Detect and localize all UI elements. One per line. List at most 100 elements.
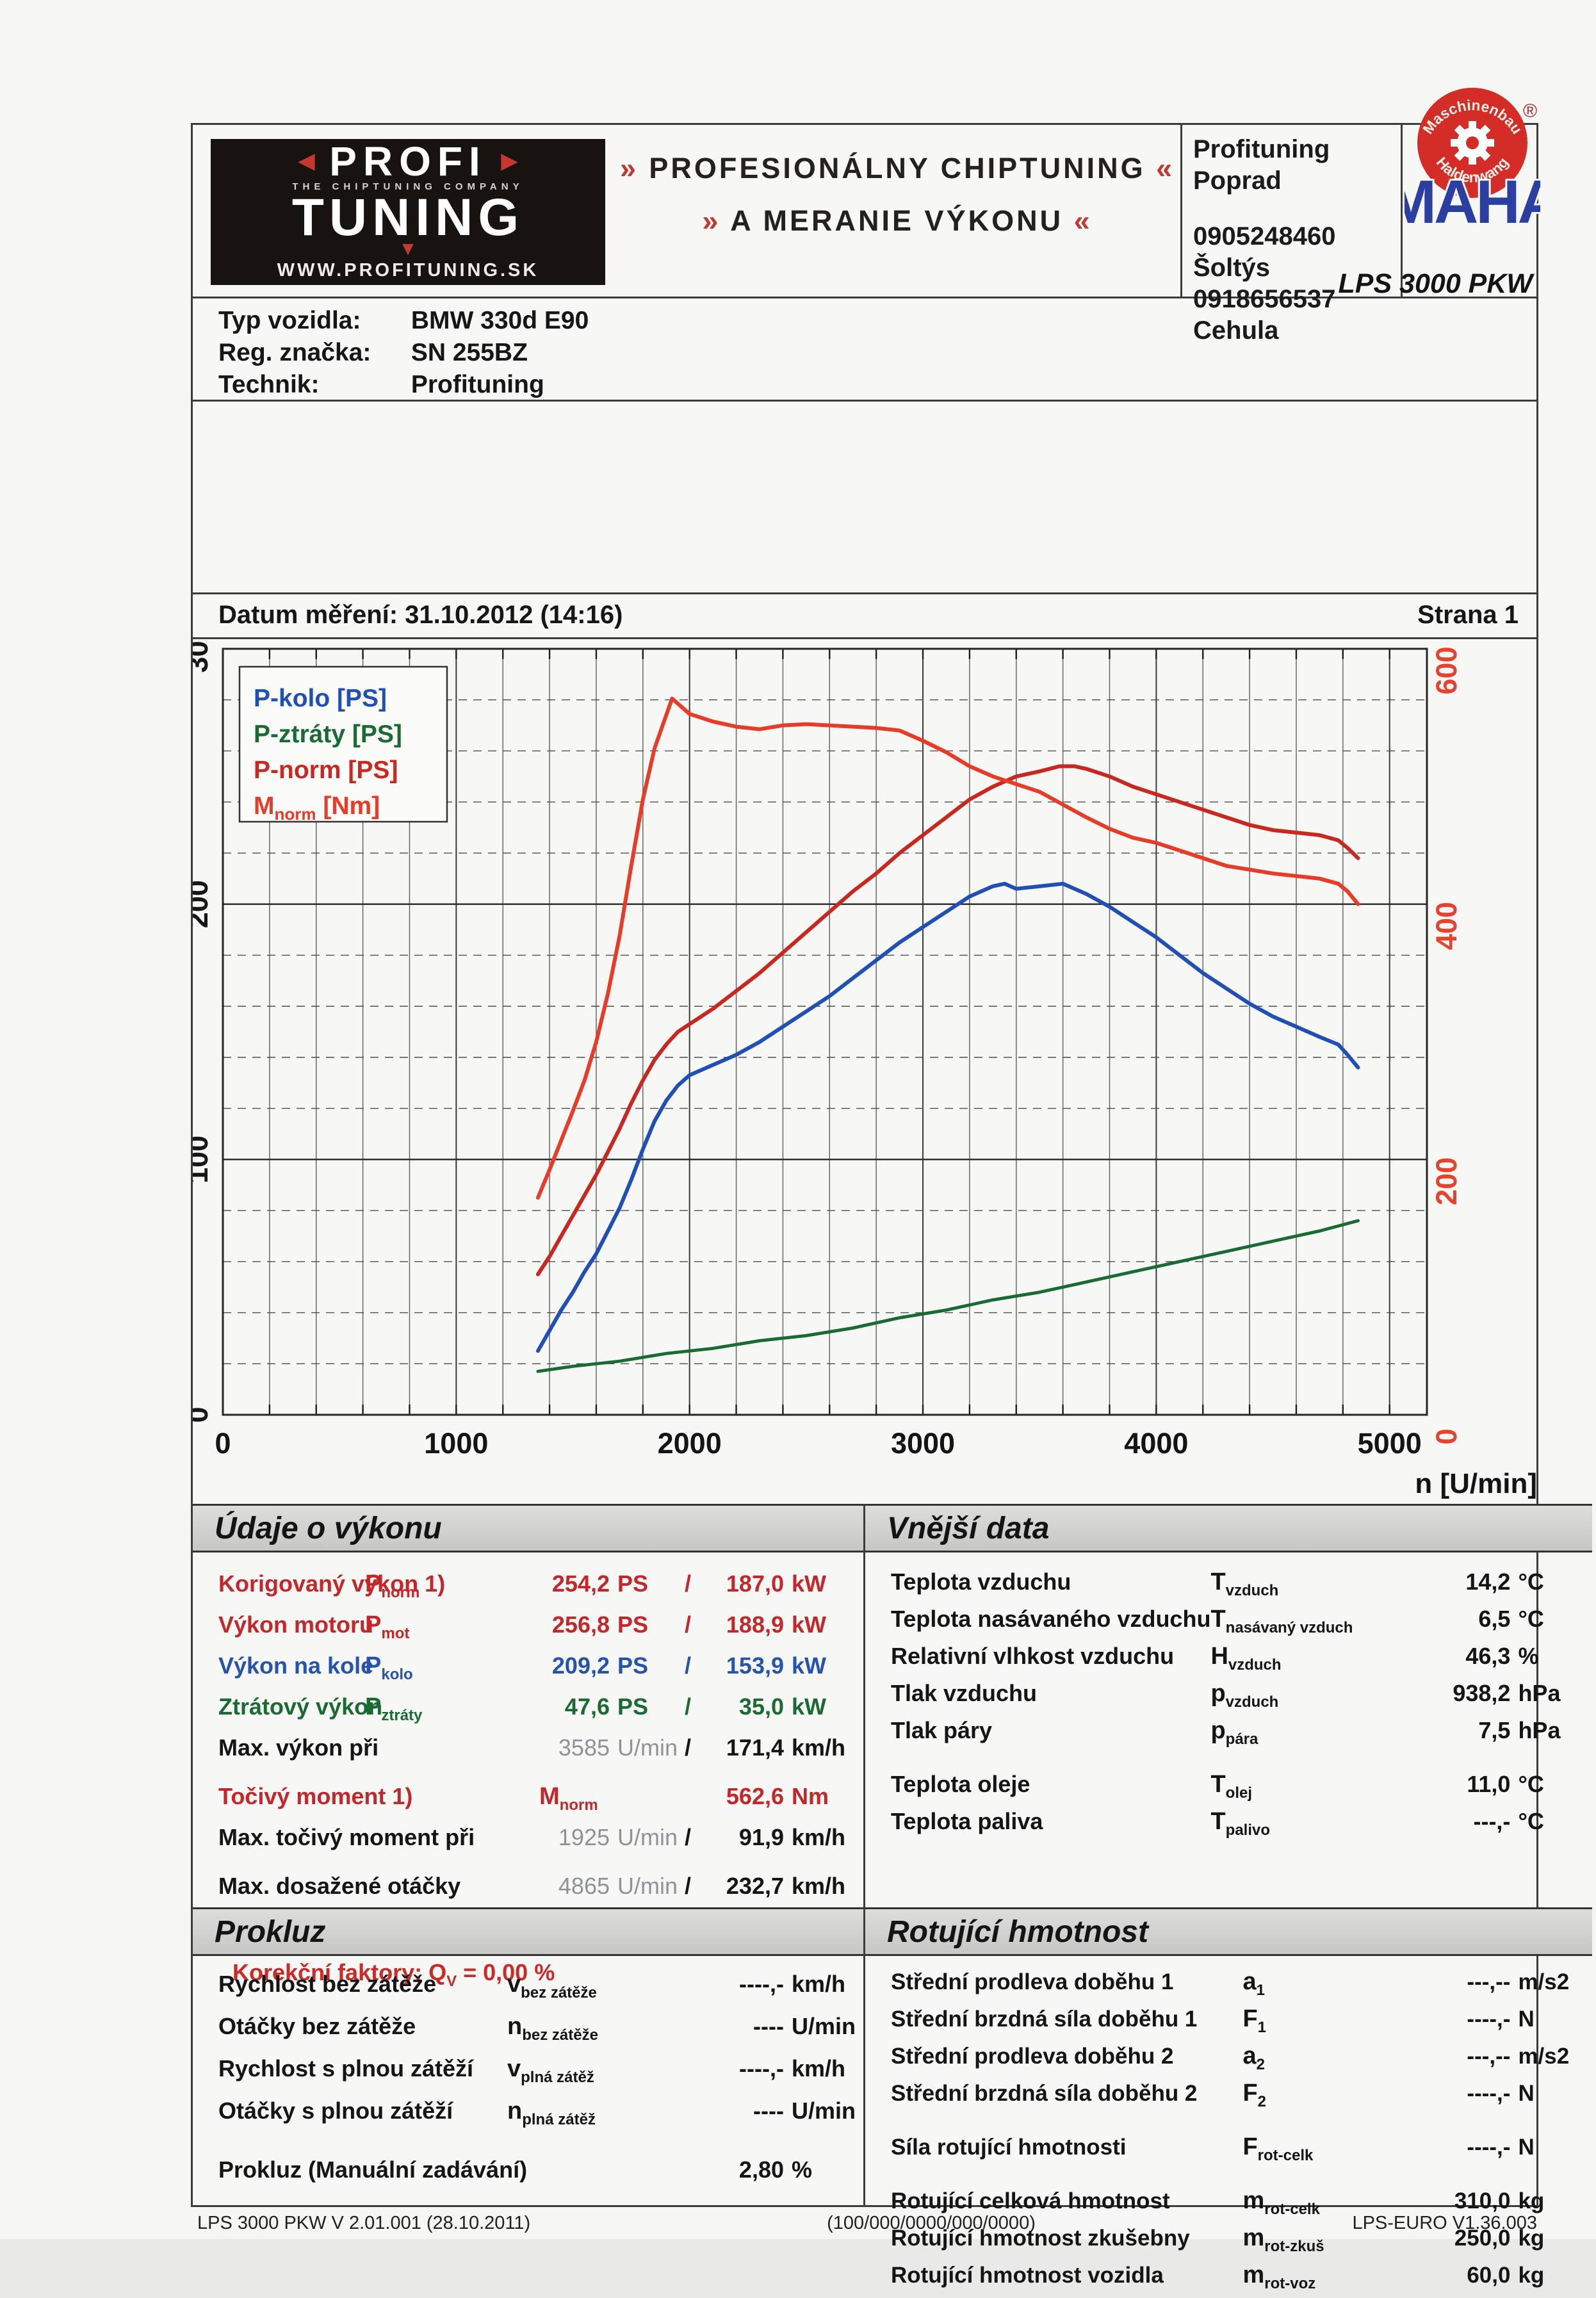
value-cell: 254,2 xyxy=(551,1570,610,1597)
row-symbol: Hvzduch xyxy=(1210,1643,1282,1674)
svg-text:1000: 1000 xyxy=(424,1427,488,1460)
logo-profi-text: PROFI xyxy=(329,138,487,184)
page-number: Strana 1 xyxy=(1417,601,1519,629)
row-values: 11,0 °C xyxy=(1403,1770,1579,1798)
value-cell: N xyxy=(1518,2135,1535,2160)
contact-name: Profituning Poprad xyxy=(1193,135,1330,195)
value-cell: / xyxy=(684,1873,691,1899)
svg-text:0: 0 xyxy=(215,1427,231,1460)
value-cell: % xyxy=(792,2156,813,2183)
results-tables: Údaje o výkonu Korigovaný výkon 1) Pnorm… xyxy=(193,1504,1593,2292)
value-cell: U/min xyxy=(792,2013,856,2039)
value-cell: km/h xyxy=(792,1971,846,1997)
row-label: Korigovaný výkon 1) xyxy=(218,1570,446,1597)
svg-text:P-norm [PS]: P-norm [PS] xyxy=(254,756,398,784)
value-cell: kW xyxy=(792,1693,826,1720)
row-values: 2,80% xyxy=(699,2153,851,2187)
row-label: Rotující hmotnost vozidla xyxy=(891,2263,1164,2288)
table-row: Otáčky bez zátěže nbez zátěže ---- U/min xyxy=(218,2010,856,2052)
value-cell: hPa xyxy=(1518,1717,1561,1743)
table-row: Střední brzdná síla doběhu 2 F2 ----,- N xyxy=(891,2079,1579,2116)
svg-text:200: 200 xyxy=(193,880,214,928)
row-label: Střední prodleva doběhu 1 xyxy=(891,1969,1174,1994)
row-label: Ztrátový výkon xyxy=(218,1693,383,1720)
row-symbol: vplná zátěž xyxy=(507,2055,594,2086)
row-values: 1925 U/min/ 91,9 km/h xyxy=(525,1821,851,1854)
double-chevron-open-icon: » xyxy=(702,204,721,237)
value-cell: / xyxy=(684,1611,691,1638)
correction-note-2: Korekční faktory: QV = 0,00 % xyxy=(232,1959,555,1990)
row-symbol: Tolej xyxy=(1210,1771,1252,1802)
svg-text:3000: 3000 xyxy=(891,1427,955,1460)
row-label: Tlak vzduchu xyxy=(891,1680,1038,1706)
table-row: Síla rotující hmotnosti Frot-celk ----,-… xyxy=(891,2133,1579,2170)
left-arrow-icon: ◄ xyxy=(292,145,321,177)
row-label: Síla rotující hmotnosti xyxy=(891,2135,1127,2160)
table-row: Max. výkon při 3585 U/min/ 171,4 km/h xyxy=(218,1732,851,1764)
row-symbol: F2 xyxy=(1242,2080,1267,2110)
row-values: ---- U/min xyxy=(699,2094,856,2128)
value-cell: N xyxy=(1518,2007,1535,2032)
value-cell: 3585 xyxy=(558,1734,610,1761)
row-symbol: vbez zátěže xyxy=(507,1971,597,2001)
svg-text:600: 600 xyxy=(1430,646,1463,694)
svg-text:4000: 4000 xyxy=(1124,1427,1188,1460)
contact-block: Profituning Poprad 0905248460 Šoltýs 091… xyxy=(1193,134,1398,346)
measurement-date: Datum měření: 31.10.2012 (14:16) xyxy=(218,601,623,629)
row-values: 254,2 PS / 187,0 kW xyxy=(525,1568,851,1600)
table-row: Střední prodleva doběhu 2 a2 ---,-- m/s2 xyxy=(891,2042,1579,2079)
value-cell: 562,6 xyxy=(726,1783,784,1809)
slip-section: Prokluz Rychlost bez zátěže vbez zátěže … xyxy=(193,1907,863,2187)
vehicle-row-value: SN 255BZ xyxy=(411,339,528,366)
header-divider xyxy=(1401,125,1403,297)
vehicle-row: Typ vozidla: BMW 330d E90 xyxy=(218,305,589,337)
svg-text:0: 0 xyxy=(1430,1428,1463,1444)
double-chevron-close-icon: « xyxy=(1156,152,1175,184)
measurement-notes xyxy=(193,402,1536,594)
row-label: Otáčky s plnou zátěží xyxy=(218,2098,453,2124)
value-cell: 35,0 xyxy=(738,1693,784,1720)
value-cell: 188,9 xyxy=(726,1611,784,1638)
row-values: 47,6 PS / 35,0 kW xyxy=(525,1691,851,1723)
value-cell: 91,9 xyxy=(738,1824,784,1850)
row-label: Výkon na kole xyxy=(218,1652,374,1679)
logo-url: WWW.PROFITUNING.SK xyxy=(277,260,539,281)
vehicle-row-value: Profituning xyxy=(411,371,544,398)
page-title: » PROFESIONÁLNY CHIPTUNING « » A MERANIE… xyxy=(615,125,1179,297)
table-row: Tlak vzduchu pvzduch 938,2 hPa xyxy=(891,1679,1579,1716)
row-values: ---,-- m/s2 xyxy=(1403,1968,1579,1996)
value-cell: % xyxy=(1518,1643,1539,1669)
row-label: Teplota nasávaného vzduchu xyxy=(891,1606,1211,1632)
row-symbol: pvzduch xyxy=(1210,1680,1279,1711)
row-symbol: a2 xyxy=(1242,2042,1265,2073)
row-label: Točivý moment 1) xyxy=(218,1783,413,1809)
header-divider xyxy=(1180,125,1182,297)
row-label: Střední brzdná síla doběhu 2 xyxy=(891,2081,1198,2106)
row-label: Otáčky bez zátěže xyxy=(218,2013,416,2039)
value-cell: 310,0 xyxy=(1454,2188,1511,2213)
registered-mark: ® xyxy=(1523,101,1537,122)
ambient-column: Vnější data Teplota vzduchu Tvzduch 14,2… xyxy=(865,1504,1593,2292)
svg-text:300: 300 xyxy=(193,641,214,673)
value-cell: m/s2 xyxy=(1518,1969,1570,1994)
value-cell: °C xyxy=(1518,1606,1544,1632)
value-cell: 4865 xyxy=(558,1873,610,1899)
value-cell: / xyxy=(684,1734,691,1761)
svg-text:n [U/min]: n [U/min] xyxy=(1415,1468,1536,1499)
value-cell: °C xyxy=(1518,1808,1544,1834)
row-values: 256,8 PS / 188,9 kW xyxy=(525,1609,851,1641)
row-values: ---,-- m/s2 xyxy=(1403,2042,1579,2071)
section-title: Údaje o výkonu xyxy=(215,1511,442,1545)
logo-tagline: THE CHIPTUNING COMPANY xyxy=(292,181,524,192)
value-cell: / xyxy=(684,1693,691,1720)
row-label: Teplota paliva xyxy=(891,1808,1043,1834)
row-symbol: Tnasávaný vzduch xyxy=(1210,1606,1353,1636)
value-cell: °C xyxy=(1518,1569,1544,1595)
value-cell: / xyxy=(684,1824,691,1850)
svg-text:5000: 5000 xyxy=(1358,1427,1422,1460)
row-values: 562,6 Nm xyxy=(699,1781,851,1813)
value-cell: m/s2 xyxy=(1518,2044,1570,2069)
value-cell: km/h xyxy=(792,1734,846,1761)
profituning-logo: ◄ PROFI ► THE CHIPTUNING COMPANY TUNING … xyxy=(211,139,605,285)
